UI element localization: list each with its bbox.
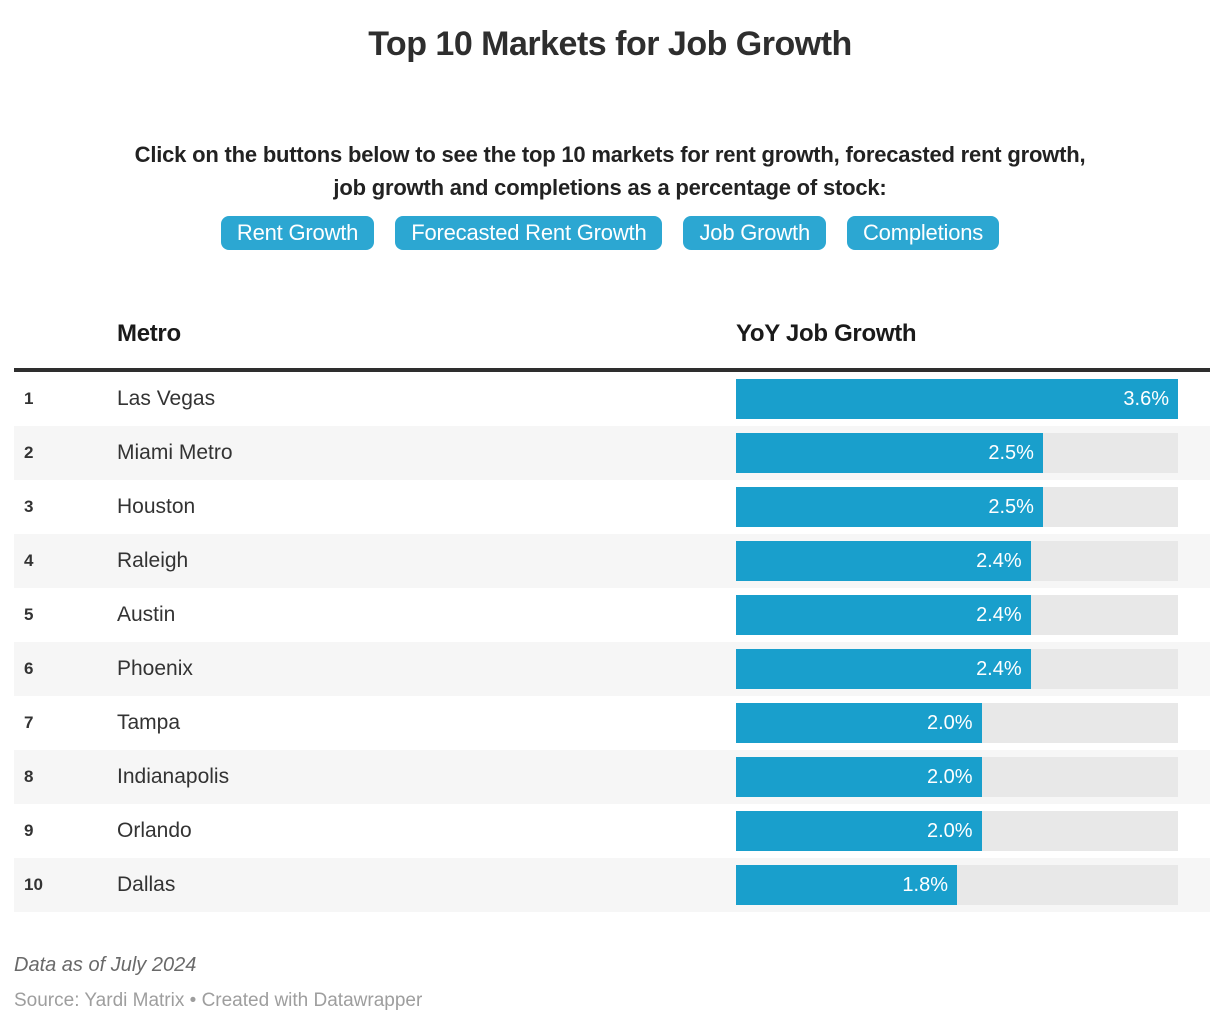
metro-cell: Orlando (117, 819, 192, 842)
table-header-row: Metro YoY Job Growth (14, 319, 1210, 372)
view-buttons: Rent Growth Forecasted Rent Growth Job G… (0, 216, 1220, 250)
rank-cell: 1 (24, 389, 34, 408)
value-bar: 2.0% (736, 757, 982, 797)
table-row: 3 Houston 2.5% (14, 480, 1210, 534)
description-line-2: job growth and completions as a percenta… (333, 175, 887, 200)
table-row: 9 Orlando 2.0% (14, 804, 1210, 858)
bar-cell: 2.4% (736, 541, 1210, 581)
button-job-growth[interactable]: Job Growth (683, 216, 826, 250)
table-row: 5 Austin 2.4% (14, 588, 1210, 642)
metro-cell: Austin (117, 603, 176, 626)
value-bar: 2.4% (736, 649, 1031, 689)
value-bar: 3.6% (736, 379, 1178, 419)
table-row: 4 Raleigh 2.4% (14, 534, 1210, 588)
bar-track: 3.6% (736, 379, 1178, 419)
metro-cell: Las Vegas (117, 387, 216, 410)
chart-title: Top 10 Markets for Job Growth (368, 25, 852, 63)
table-body: 1 Las Vegas 3.6% 2 Miami Metro 2.5% 3 Ho… (14, 372, 1210, 912)
value-bar: 2.0% (736, 811, 982, 851)
rank-cell: 10 (24, 875, 43, 894)
value-bar: 1.8% (736, 865, 957, 905)
bar-cell: 2.4% (736, 649, 1210, 689)
metro-cell: Indianapolis (117, 765, 230, 788)
bar-cell: 3.6% (736, 379, 1210, 419)
bar-value-label: 2.4% (976, 603, 1022, 626)
table-row: 7 Tampa 2.0% (14, 696, 1210, 750)
rank-cell: 5 (24, 605, 34, 624)
chart-footer: Data as of July 2024 Source: Yardi Matri… (14, 954, 1210, 1012)
bar-value-label: 2.0% (926, 819, 973, 842)
bar-track: 2.0% (736, 757, 1178, 797)
bar-value-label: 2.5% (988, 441, 1034, 464)
bar-cell: 2.5% (736, 487, 1210, 527)
column-header-metro: Metro (117, 320, 181, 347)
metro-cell: Tampa (117, 711, 181, 734)
bar-value-label: 2.4% (976, 657, 1022, 680)
bar-cell: 2.0% (736, 703, 1210, 743)
rank-cell: 6 (24, 659, 34, 678)
button-completions[interactable]: Completions (846, 216, 1000, 250)
bar-track: 2.5% (736, 433, 1178, 473)
value-bar: 2.4% (736, 595, 1031, 635)
rank-cell: 7 (24, 713, 34, 732)
bar-cell: 2.5% (736, 433, 1210, 473)
bar-track: 2.5% (736, 487, 1178, 527)
button-forecasted-rent-growth[interactable]: Forecasted Rent Growth (395, 216, 663, 250)
bar-cell: 2.4% (736, 595, 1210, 635)
table-row: 2 Miami Metro 2.5% (14, 426, 1210, 480)
metro-cell: Phoenix (117, 657, 193, 680)
source-line: Source: Yardi Matrix • Created with Data… (14, 990, 423, 1011)
value-bar: 2.4% (736, 541, 1031, 581)
description-line-1: Click on the buttons below to see the to… (134, 142, 1086, 167)
bar-track: 2.4% (736, 649, 1178, 689)
metro-cell: Raleigh (117, 549, 189, 572)
metro-cell: Houston (117, 495, 196, 518)
bar-cell: 2.0% (736, 811, 1210, 851)
metro-cell: Dallas (117, 873, 176, 896)
table-row: 8 Indianapolis 2.0% (14, 750, 1210, 804)
rank-cell: 8 (24, 767, 34, 786)
bar-value-label: 2.0% (926, 711, 973, 734)
column-header-value: YoY Job Growth (736, 320, 917, 347)
rank-cell: 2 (24, 443, 34, 462)
metro-cell: Miami Metro (117, 441, 233, 464)
bar-value-label: 2.5% (988, 495, 1034, 518)
chart-description: Click on the buttons below to see the to… (0, 138, 1220, 204)
table-row: 1 Las Vegas 3.6% (14, 372, 1210, 426)
bar-track: 2.0% (736, 703, 1178, 743)
bar-value-label: 2.0% (926, 765, 973, 788)
button-rent-growth[interactable]: Rent Growth (220, 216, 375, 250)
bar-track: 2.4% (736, 541, 1178, 581)
data-table: Metro YoY Job Growth 1 Las Vegas 3.6% 2 … (14, 319, 1210, 912)
bar-track: 1.8% (736, 865, 1178, 905)
table-row: 10 Dallas 1.8% (14, 858, 1210, 912)
rank-cell: 3 (24, 497, 34, 516)
rank-cell: 9 (24, 821, 34, 840)
bar-track: 2.4% (736, 595, 1178, 635)
rank-cell: 4 (24, 551, 34, 570)
value-bar: 2.5% (736, 433, 1043, 473)
bar-cell: 2.0% (736, 757, 1210, 797)
bar-value-label: 1.8% (902, 873, 948, 896)
bar-track: 2.0% (736, 811, 1178, 851)
value-bar: 2.0% (736, 703, 982, 743)
value-bar: 2.5% (736, 487, 1043, 527)
bar-value-label: 2.4% (976, 549, 1022, 572)
table-row: 6 Phoenix 2.4% (14, 642, 1210, 696)
bar-value-label: 3.6% (1123, 387, 1169, 410)
bar-cell: 1.8% (736, 865, 1210, 905)
data-note: Data as of July 2024 (14, 954, 197, 976)
